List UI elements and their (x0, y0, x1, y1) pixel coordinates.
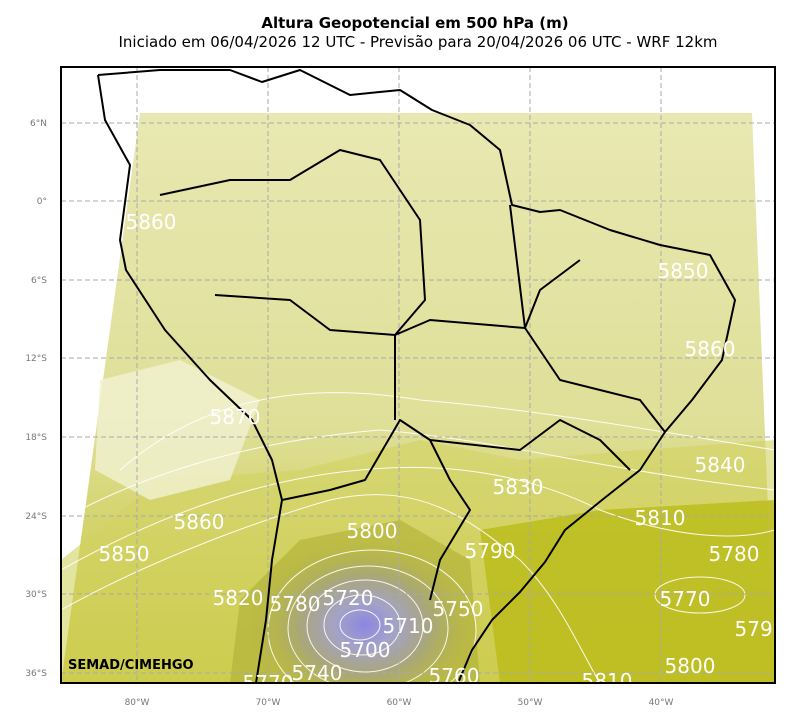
lat-label: 0° (37, 197, 47, 207)
contour (339, 609, 381, 641)
country-border (159, 149, 426, 420)
contour-label: 5720 (323, 586, 374, 610)
contour-label: 5790 (735, 617, 786, 641)
lat-label: 12°S (25, 354, 47, 364)
lon-label: 70°W (256, 698, 281, 708)
contour-label: 5810 (582, 669, 633, 693)
contour-label: 5780 (270, 592, 321, 616)
lon-labels: 80°W 70°W 60°W 50°W 40°W (125, 698, 674, 708)
contour-label: 5780 (709, 542, 760, 566)
state-border (509, 204, 666, 433)
contour-label: 5800 (665, 654, 716, 678)
coastline (97, 74, 283, 683)
contour (61, 466, 775, 571)
contour-label: 5860 (685, 337, 736, 361)
contour-label: 5820 (213, 586, 264, 610)
subtitle: Iniciado em 06/04/2026 12 UTC - Previsão… (118, 33, 717, 51)
contour-label: 5830 (493, 475, 544, 499)
lat-label: 30°S (25, 590, 47, 600)
title: Altura Geopotencial em 500 hPa (m) (261, 14, 568, 32)
contour-labels: 5860 5850 5860 5870 5840 5830 5810 5860 … (99, 210, 786, 695)
contour (654, 576, 746, 614)
contour (323, 594, 401, 656)
lat-label: 6°S (31, 276, 47, 286)
state-border (429, 419, 631, 471)
contours (61, 392, 775, 683)
low-center (245, 535, 485, 683)
lon-label: 60°W (387, 698, 412, 708)
field-band (480, 500, 775, 683)
lat-label: 6°N (30, 119, 47, 129)
contour-label: 5750 (433, 597, 484, 621)
map-frame (60, 66, 776, 684)
lat-label: 24°S (25, 512, 47, 522)
contour-label: 5850 (99, 542, 150, 566)
lon-label: 40°W (649, 698, 674, 708)
contour-label: 5740 (292, 661, 343, 685)
grid (61, 67, 775, 683)
lat-label: 36°S (25, 669, 47, 679)
lat-label: 18°S (25, 433, 47, 443)
contour (287, 565, 449, 683)
lon-label: 50°W (518, 698, 543, 708)
map-area: 5860 5850 5860 5870 5840 5830 5810 5860 … (61, 67, 786, 695)
contour-label: 5790 (465, 539, 516, 563)
contour-label: 5860 (174, 510, 225, 534)
lat-labels: 6°N 0° 6°S 12°S 18°S 24°S 30°S 36°S (25, 119, 47, 679)
contour-label: 5710 (383, 614, 434, 638)
contour (306, 579, 424, 673)
contour-label: 5840 (695, 453, 746, 477)
contour-label: 5770 (243, 671, 294, 695)
credit: SEMAD/CIMEHGO (68, 658, 194, 673)
contour-label: 5760 (429, 664, 480, 688)
contour-label: 5770 (660, 587, 711, 611)
contour-label: 5700 (340, 638, 391, 662)
lon-label: 80°W (125, 698, 150, 708)
contour-label: 5810 (635, 506, 686, 530)
borders (97, 69, 736, 683)
contour-label: 5800 (347, 519, 398, 543)
country-border (214, 259, 581, 336)
contour-label: 5860 (126, 210, 177, 234)
contour (61, 429, 775, 521)
contour (119, 392, 775, 471)
coastline (97, 69, 736, 683)
contour-label: 5870 (210, 405, 261, 429)
contour (61, 494, 601, 683)
contour-label: 5850 (658, 259, 709, 283)
